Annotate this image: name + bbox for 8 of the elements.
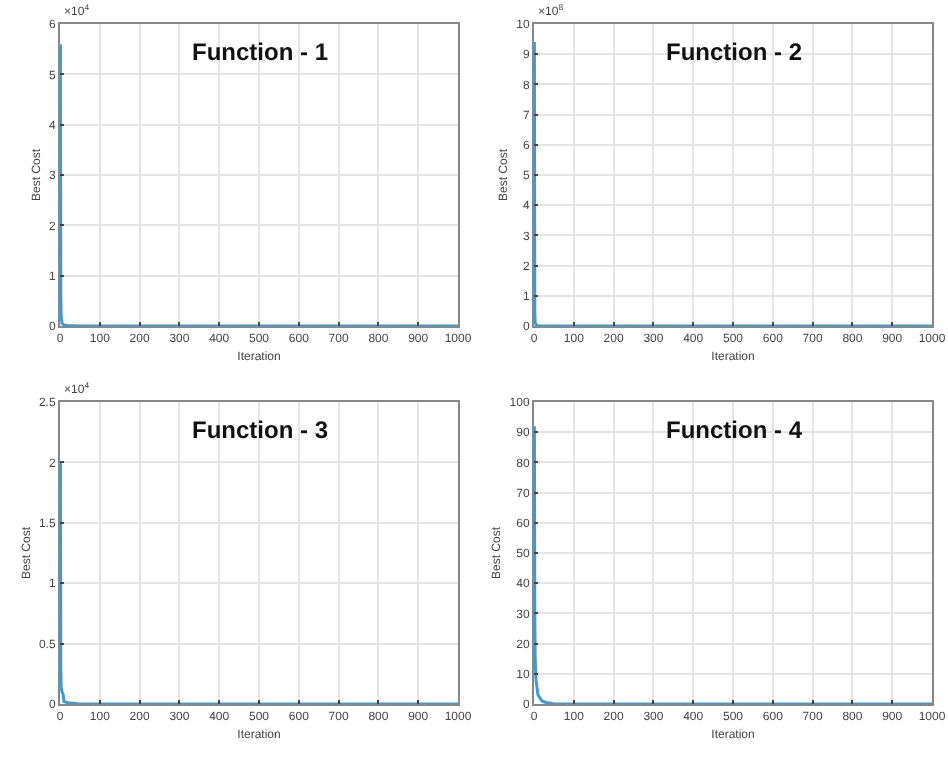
- text: Function - 2: [666, 38, 803, 66]
- line-series: [534, 424, 932, 704]
- line-series: [60, 460, 458, 704]
- text: Function - 3: [192, 416, 329, 444]
- text: Function - 4: [666, 416, 803, 444]
- text: Function - 1: [192, 38, 329, 66]
- line-series: [60, 42, 458, 326]
- line-series: [534, 40, 932, 326]
